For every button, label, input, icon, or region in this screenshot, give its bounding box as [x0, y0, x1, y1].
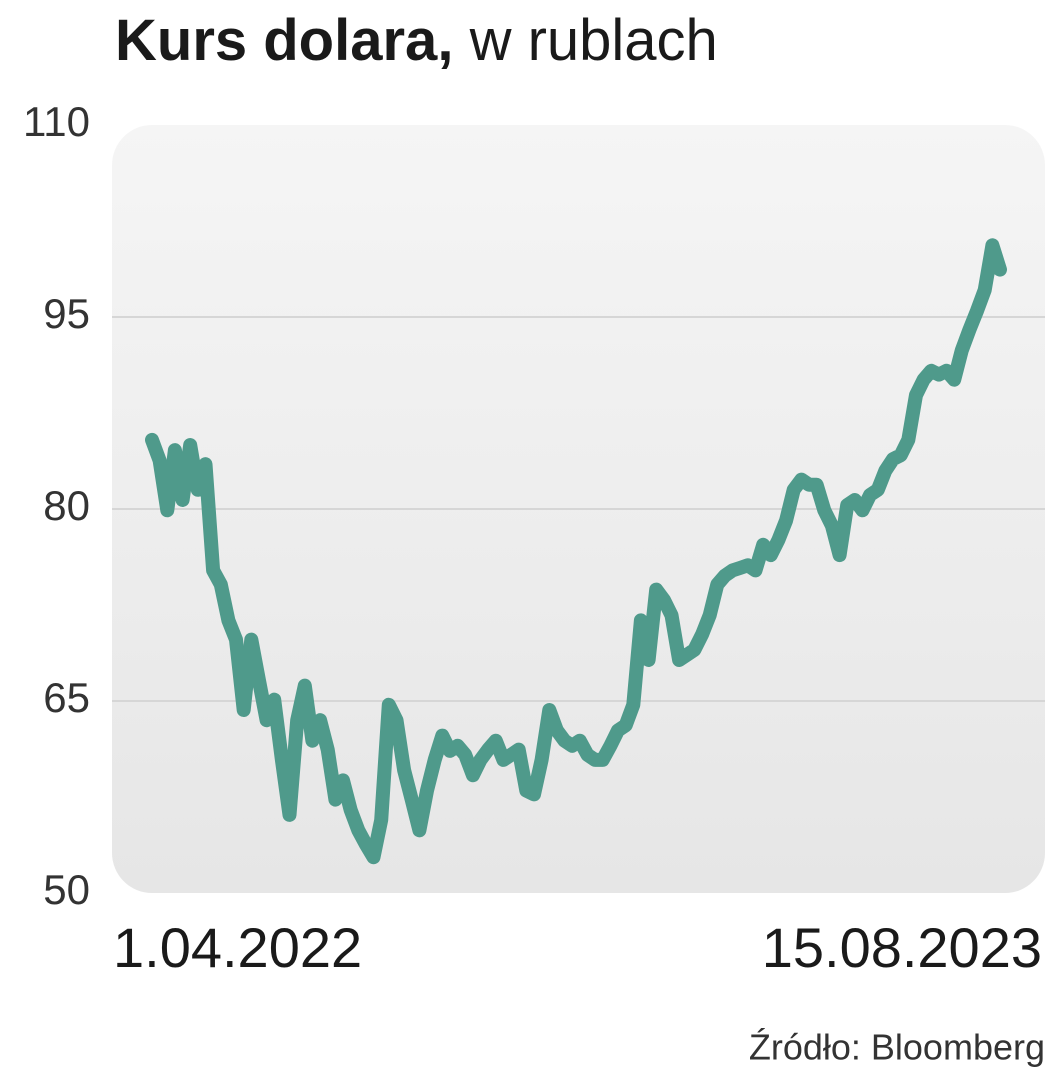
y-tick-label: 80 [43, 482, 90, 529]
price-line [145, 238, 1007, 865]
y-tick-label: 110 [23, 98, 90, 145]
subtitle: w rublach [469, 8, 718, 73]
y-tick-label: 95 [43, 290, 90, 337]
y-tick-label: 50 [43, 866, 90, 913]
source: Źródło: Bloomberg [749, 1027, 1045, 1068]
x-tick-label: 1.04.2022 [113, 916, 362, 979]
title: Kurs dolara, [115, 8, 453, 73]
x-tick-label: 15.08.2023 [762, 916, 1042, 979]
y-tick-label: 65 [43, 674, 90, 721]
chart-title: Kurs dolara, w rublach [115, 8, 718, 73]
